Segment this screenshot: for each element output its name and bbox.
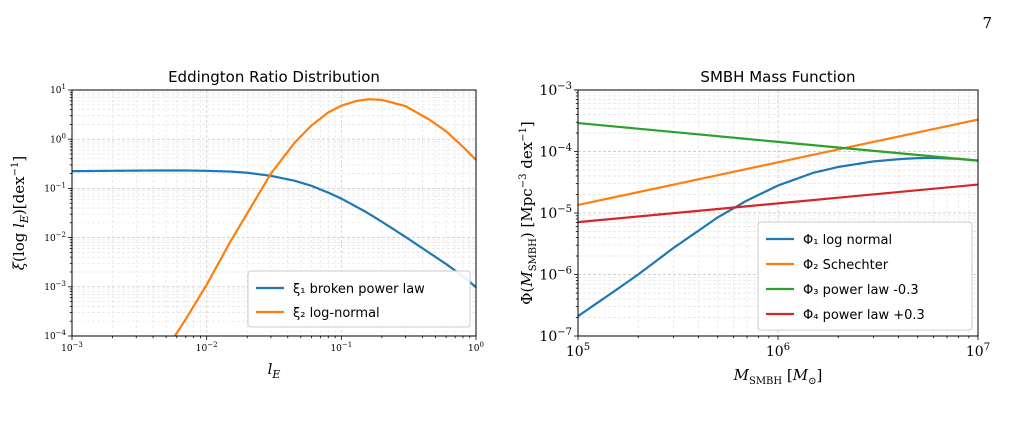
y-tick-label: 10−1 xyxy=(44,182,66,195)
y-axis-label-1: ξ(log lE)[dex−1] xyxy=(10,156,31,270)
legend-entry: Φ₁ log normal xyxy=(803,233,892,248)
series-line-4 xyxy=(578,183,978,224)
legend-1: ξ₁ broken power law ξ₂ log-normal xyxy=(247,270,471,328)
x-tick-label: 105 xyxy=(566,342,590,360)
series-line-1 xyxy=(72,169,476,289)
series-line-3 xyxy=(578,121,978,162)
y-tick-label: 100 xyxy=(50,132,66,145)
x-tick-label: 10−2 xyxy=(196,341,218,354)
legend-box xyxy=(247,270,471,328)
chart-title: SMBH Mass Function xyxy=(700,68,855,86)
page-number: 7 xyxy=(982,14,992,32)
legend-entry: Φ₃ power law -0.3 xyxy=(803,283,919,298)
y-tick-label: 10−4 xyxy=(539,142,572,160)
y-tick-label: 10−2 xyxy=(44,231,66,244)
series-line-2 xyxy=(173,98,476,336)
y-axis-label-2: Φ(MSMBH) [Mpc−3 dex−1] xyxy=(518,121,539,305)
legend-entry: ξ₁ broken power law xyxy=(293,282,425,297)
y-tick-label: 10−3 xyxy=(539,81,572,99)
series-line-2 xyxy=(578,118,978,207)
series-group xyxy=(72,98,476,336)
x-tick-label: 106 xyxy=(766,342,790,360)
y-tick-label: 101 xyxy=(50,83,66,96)
legend-box xyxy=(757,221,973,331)
y-tick-label: 10−7 xyxy=(539,327,572,345)
x-axis-label-1: lE xyxy=(268,360,281,381)
y-tick-label: 10−4 xyxy=(44,329,66,342)
chart-title: Eddington Ratio Distribution xyxy=(168,68,380,86)
series-line-1 xyxy=(578,156,978,318)
legend-entry: ξ₂ log-normal xyxy=(293,306,380,321)
legend-2: Φ₁ log normal Φ₂ Schechter Φ₃ power law -0… xyxy=(757,221,973,331)
axes-frame xyxy=(71,89,477,337)
x-tick-label: 107 xyxy=(966,342,990,360)
legend-entry: Φ₂ Schechter xyxy=(803,258,889,273)
series-group xyxy=(578,118,978,318)
y-tick-label: 10−5 xyxy=(539,204,572,222)
x-tick-label: 10−3 xyxy=(61,341,83,354)
legend-entry: Φ₄ power law +0.3 xyxy=(803,308,925,323)
y-tick-label: 10−6 xyxy=(539,265,572,283)
x-tick-label: 100 xyxy=(468,341,484,354)
x-axis-label-2: MSMBH [M⊙] xyxy=(733,366,823,387)
ticks xyxy=(574,89,979,340)
ticks xyxy=(68,89,477,340)
x-tick-label: 10−1 xyxy=(330,341,352,354)
y-tick-label: 10−3 xyxy=(44,280,66,293)
